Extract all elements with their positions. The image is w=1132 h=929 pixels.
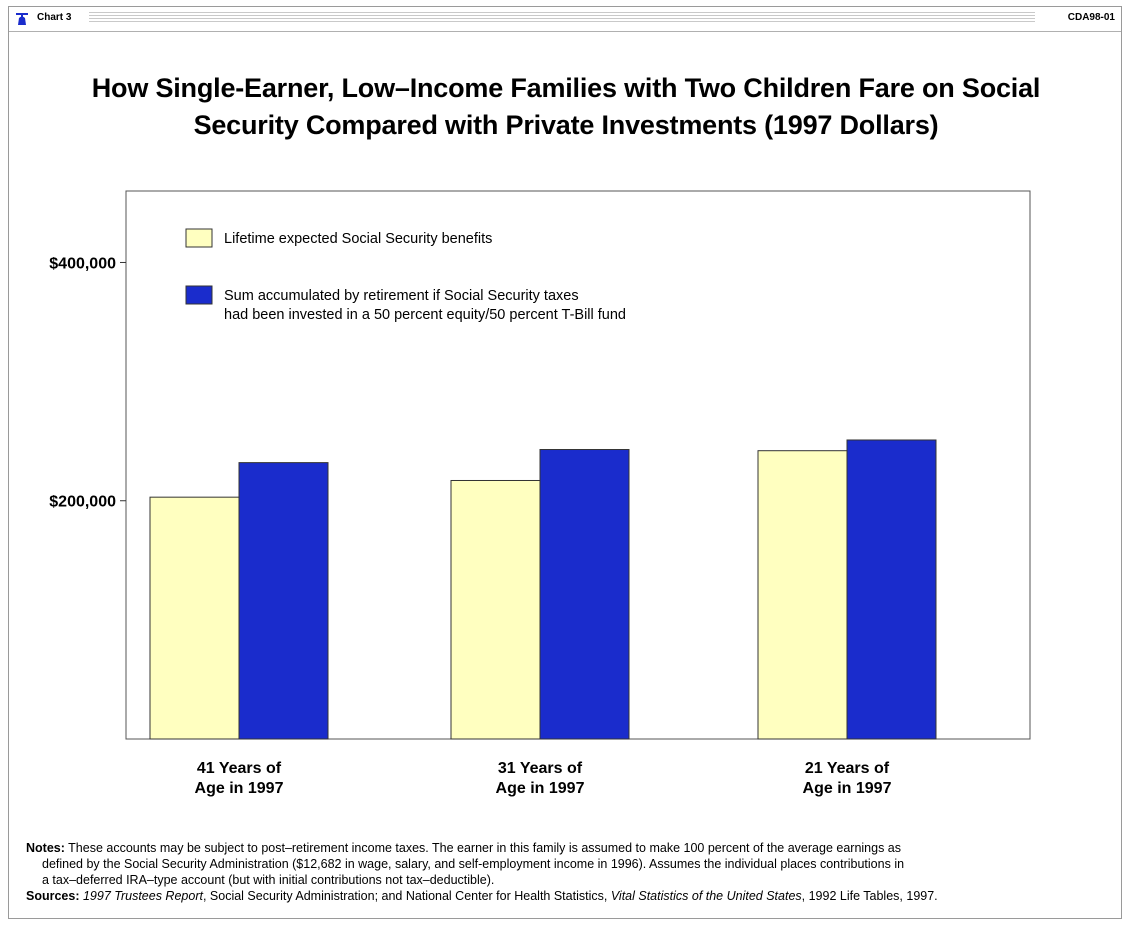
sources-middle: , Social Security Administration; and Na…: [202, 889, 608, 903]
bar-chart: $200,000$400,000 41 Years of Age in 19973…: [49, 190, 1031, 797]
legend-swatch: [185, 228, 213, 248]
y-tick-label: $200,000: [49, 494, 116, 511]
sources-label: Sources:: [26, 889, 80, 903]
x-axis: 41 Years of Age in 1997 31 Years of Age in …: [195, 760, 892, 797]
bar-social-security: [757, 450, 848, 740]
notes-line-3: a tax–deferred IRA–type account (but wit…: [42, 873, 495, 887]
x-category-label-line: Age in 1997: [803, 780, 892, 797]
notes-section: Notes: These accounts may be subject to …: [26, 840, 1106, 904]
bar-social-security: [450, 479, 541, 740]
legend: Lifetime expected Social Security benefi…: [185, 228, 626, 323]
y-tick-label: $400,000: [49, 255, 116, 272]
sources-italic-2: Vital Statistics of the United States: [610, 889, 802, 903]
legend-label: Sum accumulated by retirement if Social …: [224, 288, 626, 323]
bar-private-investment: [539, 449, 630, 740]
sources-italic-1: 1997 Trustees Report: [82, 889, 203, 903]
x-category-label-line: 21 Years of: [805, 760, 890, 777]
bar-social-security: [149, 496, 240, 740]
title-bar: Chart 3 CDA98-01: [9, 7, 1121, 32]
chart-title-line-2: Security Compared with Private Investmen…: [193, 110, 939, 140]
legend-swatch: [185, 285, 213, 305]
x-category-label: 41 Years of Age in 1997: [195, 760, 284, 797]
x-category-label: 31 Years of Age in 1997: [496, 760, 585, 797]
liberty-bell-icon: [16, 13, 28, 25]
legend-label: Lifetime expected Social Security benefi…: [224, 231, 492, 247]
x-category-label-line: 41 Years of: [197, 760, 282, 777]
sources-paragraph: Sources: 1997 Trustees Report, Social Se…: [26, 888, 1106, 904]
notes-line-1: These accounts may be subject to post–re…: [68, 841, 901, 855]
bar-private-investment: [846, 439, 937, 740]
x-category-label-line: Age in 1997: [496, 780, 585, 797]
chart-number-label: Chart 3: [37, 12, 76, 23]
x-category-label-line: 31 Years of: [498, 760, 583, 777]
sources-end: , 1992 Life Tables, 1997.: [801, 889, 938, 903]
bars: [149, 439, 937, 740]
legend-label-line: had been invested in a 50 percent equity…: [224, 307, 626, 323]
title-bar-stripes: [89, 12, 1035, 24]
notes-line-2: defined by the Social Security Administr…: [42, 857, 905, 871]
document-id-label: CDA98-01: [1063, 12, 1115, 23]
chart-title-line-1: How Single-Earner, Low–Income Families w…: [91, 73, 1041, 103]
x-category-label: 21 Years of Age in 1997: [803, 760, 892, 797]
chart-title: How Single-Earner, Low–Income Families w…: [0, 70, 1132, 144]
y-axis: $200,000 $400,000: [49, 255, 126, 511]
bar-private-investment: [238, 462, 329, 740]
notes-label: Notes:: [26, 841, 65, 855]
x-category-label-line: Age in 1997: [195, 780, 284, 797]
legend-label-line: Sum accumulated by retirement if Social …: [224, 288, 579, 304]
notes-paragraph: Notes: These accounts may be subject to …: [26, 840, 1106, 856]
legend-label-line: Lifetime expected Social Security benefi…: [224, 231, 492, 247]
